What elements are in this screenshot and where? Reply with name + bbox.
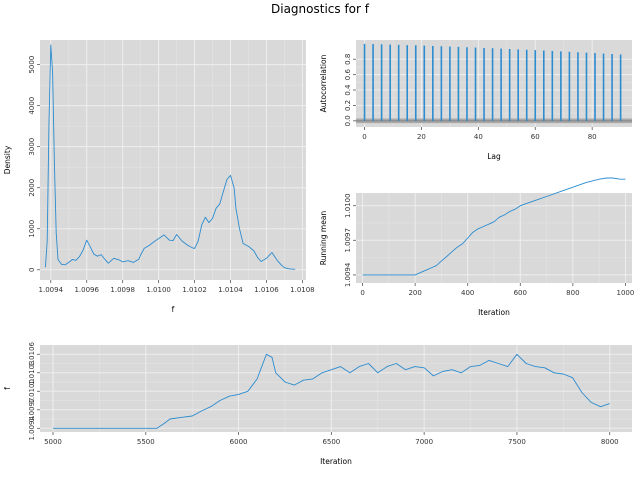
running-mean-panel: 0 200 400 600 800 1000 1.0094 1.0097 1.0100 Itera…: [319, 177, 635, 317]
density-y-tick-label: 4000: [28, 97, 36, 115]
density-x-tick-label: 1.0094: [39, 286, 64, 294]
trace-y-tick-label: 1.0106: [28, 341, 36, 366]
trace-x-tick-label: 7500: [508, 438, 526, 446]
running-mean-x-tick-label: 600: [514, 289, 527, 297]
trace-y-tick-label: 1.0100: [28, 379, 36, 404]
trace-x-tick-label: 6500: [322, 438, 340, 446]
trace-y-tick-label: 1.0103: [28, 361, 36, 386]
density-y-tick-label: 1000: [28, 220, 36, 238]
trace-y-tick-label: 1.0094: [28, 416, 36, 441]
autocorrelation-y-tick-label: 0.6: [344, 69, 352, 81]
trace-x-axis-label: Iteration: [320, 457, 352, 466]
running-mean-x-axis-label: Iteration: [478, 308, 510, 317]
running-mean-x-tick-label: 1000: [617, 289, 635, 297]
autocorrelation-x-axis-label: Lag: [487, 152, 501, 161]
autocorrelation-x-tick-label: 20: [417, 133, 426, 141]
autocorrelation-x-tick-label: 0: [362, 133, 366, 141]
density-y-tick-label: 2000: [28, 179, 36, 197]
density-x-tick-label: 1.0104: [218, 286, 243, 294]
autocorrelation-y-axis-label: Autocorrelation: [319, 54, 328, 112]
density-y-tick-label: 3000: [28, 138, 36, 156]
trace-x-tick-label: 7000: [415, 438, 433, 446]
autocorrelation-y-tick-label: 0.8: [344, 54, 352, 65]
density-y-tick-label: 0: [28, 268, 36, 272]
page-title: Diagnostics for f: [271, 2, 369, 16]
running-mean-x-tick-label: 0: [360, 289, 364, 297]
running-mean-y-tick-label: 1.0100: [344, 193, 352, 218]
density-panel: 1.0094 1.0096 1.0098 1.0100 1.0102 1.0104 1.01…: [3, 40, 315, 314]
autocorrelation-x-tick-label: 80: [588, 133, 597, 141]
density-x-tick-label: 1.0106: [254, 286, 279, 294]
autocorrelation-y-tick-label: 0.2: [344, 100, 352, 111]
density-series-line: [44, 44, 296, 270]
autocorrelation-x-tick-label: 60: [531, 133, 540, 141]
trace-x-tick-label: 8000: [601, 438, 619, 446]
autocorrelation-y-tick-label: 0.0: [344, 115, 352, 126]
trace-y-axis-label: f: [3, 387, 12, 390]
running-mean-y-axis-label: Running mean: [319, 211, 328, 266]
trace-series-line: [53, 353, 610, 429]
running-mean-y-tick-label: 1.0097: [344, 228, 352, 253]
trace-plot-area: [40, 345, 632, 432]
autocorrelation-plot-area: [356, 40, 632, 127]
density-y-axis-label: Density: [3, 145, 12, 174]
density-y-tick-label: 5000: [28, 56, 36, 74]
running-mean-x-tick-label: 200: [408, 289, 421, 297]
density-x-tick-label: 1.0096: [74, 286, 99, 294]
autocorrelation-panel: 0 20 40 60 80 0.0 0.2 0.4 0.6 0.8 Lag Autocorrelati…: [319, 40, 632, 161]
trace-panel: 5000 5500 6000 6500 7000 7500 8000 1.00941.0097…: [3, 341, 632, 466]
running-mean-y-tick-label: 1.0094: [344, 262, 352, 287]
trace-x-tick-label: 5000: [44, 438, 62, 446]
density-x-tick-label: 1.0098: [110, 286, 135, 294]
running-mean-x-tick-label: 800: [566, 289, 579, 297]
autocorrelation-x-tick-label: 40: [474, 133, 483, 141]
density-x-tick-label: 1.0100: [146, 286, 171, 294]
trace-x-tick-label: 5500: [137, 438, 155, 446]
trace-x-tick-label: 6000: [230, 438, 248, 446]
density-x-tick-label: 1.0102: [182, 286, 207, 294]
running-mean-series-line: [362, 177, 626, 276]
trace-y-tick-label: 1.0097: [28, 398, 36, 423]
running-mean-x-tick-label: 400: [461, 289, 474, 297]
autocorrelation-y-tick-label: 0.4: [344, 84, 352, 96]
density-x-tick-label: 1.0108: [290, 286, 315, 294]
density-x-axis-label: f: [172, 305, 175, 314]
